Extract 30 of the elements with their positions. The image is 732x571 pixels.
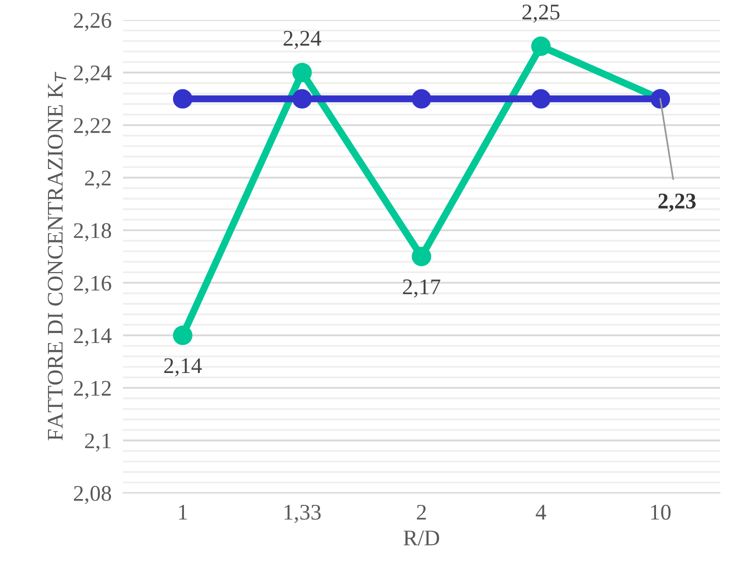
- y-tick-label: 2,2: [85, 170, 111, 189]
- point: [172, 89, 192, 109]
- y-tick-label: 2,14: [74, 328, 112, 346]
- y-axis-title: FATTORE DI CONCENTRAZIONE K$_{T}$: [48, 72, 66, 440]
- y-tick-label: 2,1: [85, 433, 111, 452]
- data-label: 2,25: [522, 4, 560, 23]
- y-tick-label: 2,16: [74, 276, 112, 294]
- y-tick-label: 2,26: [74, 12, 112, 32]
- point: [531, 36, 551, 56]
- data-label: 2,17: [403, 279, 440, 298]
- point: [412, 89, 432, 109]
- x-tick-label: 1,33: [284, 504, 321, 523]
- x-tick-label: 4: [536, 504, 546, 520]
- data-label: 2,23: [658, 194, 696, 212]
- point: [292, 62, 312, 82]
- y-tick-label: 2,18: [74, 223, 112, 242]
- y-tick-label: 2,08: [74, 486, 112, 504]
- point: [412, 246, 432, 266]
- data-label: 2,24: [284, 30, 322, 50]
- x-tick-label: 10: [651, 504, 671, 520]
- y-tick-label: 2,24: [74, 66, 112, 84]
- y-tick-label: 2,22: [74, 118, 111, 136]
- x-axis-title: R/D: [404, 530, 440, 546]
- point: [172, 326, 192, 346]
- point: [292, 89, 312, 109]
- point: [531, 89, 551, 109]
- data-label: 2,14: [164, 358, 202, 376]
- y-tick-label: 2,12: [74, 380, 111, 400]
- x-tick-label: 2: [416, 504, 426, 520]
- x-tick-label: 1: [179, 504, 187, 520]
